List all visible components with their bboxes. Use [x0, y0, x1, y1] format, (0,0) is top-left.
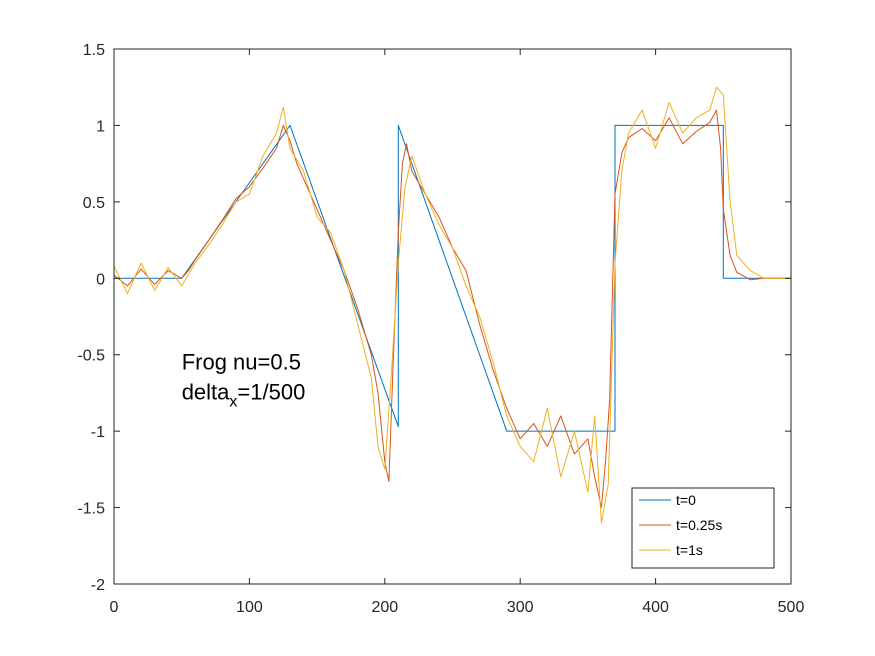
series-layer — [113, 86, 791, 524]
annotation-line-2-subscript: x — [229, 393, 237, 410]
series-line-1 — [113, 109, 791, 509]
legend: t=0 t=0.25s t=1s — [631, 487, 775, 569]
legend-label-0: t=0 — [676, 492, 696, 508]
y-tick-label: 1 — [96, 118, 105, 135]
legend-label-2: t=1s — [676, 542, 703, 558]
series-line-2 — [113, 86, 791, 524]
y-tick-label: 1.5 — [83, 42, 105, 59]
legend-label-1: t=0.25s — [676, 517, 722, 533]
legend-items: t=0 t=0.25s t=1s — [639, 492, 722, 558]
annotation: Frog nu=0.5 deltax=1/500 — [182, 349, 306, 410]
y-tick-label: -1.5 — [77, 501, 105, 518]
series-line-0 — [114, 124, 791, 432]
y-axis: -2 -1.5 -1 -0.5 0 0.5 1 1.5 — [77, 42, 791, 594]
x-tick-label: 300 — [507, 599, 534, 616]
y-tick-label: -1 — [91, 424, 105, 441]
y-tick-label: -2 — [91, 577, 105, 594]
axes-box — [113, 48, 792, 585]
x-tick-label: 100 — [236, 599, 263, 616]
y-tick-label: -0.5 — [77, 348, 105, 365]
annotation-line-2-prefix: delta — [182, 379, 230, 404]
annotation-line-2: deltax=1/500 — [182, 379, 306, 410]
x-tick-label: 0 — [110, 599, 119, 616]
legend-box — [631, 487, 775, 569]
annotation-line-2-suffix: =1/500 — [237, 379, 305, 404]
x-tick-label: 400 — [642, 599, 669, 616]
x-axis: 0 100 200 300 400 500 — [110, 49, 805, 616]
x-tick-label: 500 — [778, 599, 805, 616]
y-tick-label: 0.5 — [83, 195, 105, 212]
x-tick-label: 200 — [371, 599, 398, 616]
y-tick-label: 0 — [96, 271, 105, 288]
annotation-line-1: Frog nu=0.5 — [182, 349, 301, 374]
